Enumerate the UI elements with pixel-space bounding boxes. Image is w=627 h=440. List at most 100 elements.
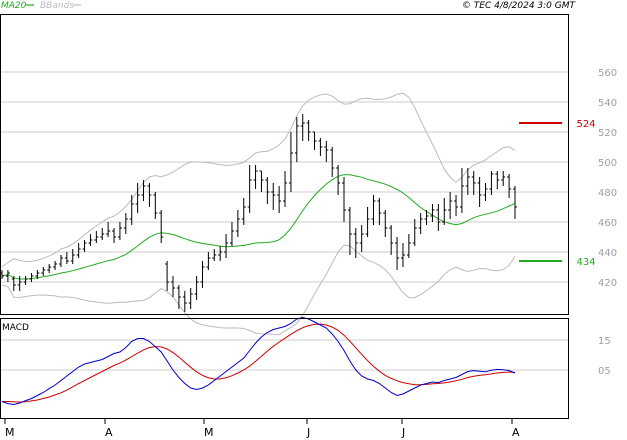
ohlc-bar xyxy=(194,276,199,300)
ohlc-bar xyxy=(171,276,175,297)
price-axis-ticks: 560 540 520 500 480 460 440 420 xyxy=(598,68,617,289)
ohlc-bar xyxy=(418,213,423,234)
ohlc-bar xyxy=(318,138,323,156)
ohlc-bar xyxy=(94,231,99,243)
price-tick-label: 560 xyxy=(598,68,617,79)
ohlc-bar xyxy=(41,267,46,276)
ohlc-bar xyxy=(330,147,335,177)
ohlc-bar xyxy=(412,219,417,246)
ohlc-bar xyxy=(53,261,58,270)
ohlc-bar xyxy=(471,171,476,195)
price-tick-label: 480 xyxy=(598,188,617,199)
ohlc-bar xyxy=(406,234,411,258)
ohlc-bar xyxy=(454,195,459,216)
ohlc-bar xyxy=(135,183,140,213)
ohlc-bar xyxy=(206,252,211,270)
ohlc-bar xyxy=(400,243,405,267)
price-tick-label: 460 xyxy=(598,218,617,229)
ohlc-bar xyxy=(294,117,299,162)
ohlc-bar xyxy=(29,273,34,282)
ohlc-bar xyxy=(47,264,52,273)
ohlc-bar xyxy=(153,192,158,219)
ohlc-bar xyxy=(277,186,282,213)
ohlc-bar xyxy=(117,222,122,240)
ohlc-bar xyxy=(430,204,435,222)
ohlc-bar xyxy=(58,255,63,267)
ohlc-bar xyxy=(288,132,293,192)
macd-title: MACD xyxy=(2,323,29,333)
ohlc-bar xyxy=(300,114,305,141)
x-tick-label: M xyxy=(204,426,214,439)
ohlc-bar xyxy=(176,285,181,309)
legend: MA20 BBands xyxy=(1,1,81,11)
legend-bbands: BBands xyxy=(40,1,74,11)
ohlc-bar xyxy=(477,177,482,207)
timestamp: © TEC 4/8/2024 3:0 GMT xyxy=(462,1,577,11)
ohlc-bar xyxy=(224,234,229,258)
macd-line xyxy=(1,316,516,406)
ohlc-bar xyxy=(147,183,152,207)
macd-panel-border xyxy=(0,318,569,419)
ohlc-bar xyxy=(489,171,494,195)
ohlc-bar xyxy=(82,240,87,252)
ohlc-bar xyxy=(283,171,288,207)
ma20-line xyxy=(1,174,516,280)
ohlc-bar xyxy=(424,210,429,225)
legend-ma20: MA20 xyxy=(1,1,27,11)
ohlc-bar xyxy=(359,225,364,252)
ohlc-bar xyxy=(383,210,388,237)
signal-line xyxy=(2,323,516,403)
level-label: 524 xyxy=(576,119,595,130)
ohlc-bar xyxy=(377,198,382,225)
ohlc-bar xyxy=(353,228,358,258)
ohlc-bar xyxy=(123,213,128,234)
macd-tick-label: 15 xyxy=(598,336,611,347)
macd-lines xyxy=(1,316,516,406)
ohlc-bar xyxy=(165,261,170,291)
ohlc-bar xyxy=(436,204,441,231)
ohlc-bar xyxy=(106,222,111,237)
x-tick-label: A xyxy=(512,426,520,439)
ohlc-bar xyxy=(100,228,105,240)
ohlc-bar xyxy=(324,141,329,162)
ohlc-bar xyxy=(35,270,40,279)
ohlc-bar xyxy=(265,177,270,204)
ohlc-bar xyxy=(200,261,205,288)
ohlc-bar xyxy=(442,198,447,225)
ohlc-bar xyxy=(395,237,400,270)
ohlc-bar xyxy=(88,234,93,246)
ohlc-bar xyxy=(465,168,470,195)
ohlc-bars xyxy=(0,114,517,312)
ohlc-bar xyxy=(5,270,10,282)
ohlc-bar xyxy=(253,165,258,189)
ma20-path xyxy=(1,174,516,280)
ohlc-bar xyxy=(342,177,346,222)
ohlc-bar xyxy=(448,192,453,219)
ohlc-bar xyxy=(218,246,223,261)
ohlc-bar xyxy=(70,249,75,264)
ohlc-bar xyxy=(112,228,117,243)
ohlc-bar xyxy=(212,249,217,261)
ohlc-bar xyxy=(229,222,234,246)
ohlc-bar xyxy=(241,198,246,225)
ohlc-bar xyxy=(17,276,22,291)
ohlc-bar xyxy=(182,291,187,312)
ohlc-bar xyxy=(129,195,134,225)
ohlc-bar xyxy=(507,174,512,198)
ohlc-bar xyxy=(312,131,317,150)
ohlc-bar xyxy=(501,171,506,186)
price-tick-label: 440 xyxy=(598,248,617,259)
ohlc-bar xyxy=(483,183,488,201)
price-tick-label: 500 xyxy=(598,158,617,169)
ohlc-bar xyxy=(389,225,394,255)
ohlc-bar xyxy=(76,243,81,258)
ohlc-bar xyxy=(159,210,164,243)
ohlc-bar xyxy=(306,120,311,141)
bband-lower xyxy=(1,244,516,336)
ohlc-bar xyxy=(23,276,28,285)
bollinger-bands xyxy=(1,92,516,336)
